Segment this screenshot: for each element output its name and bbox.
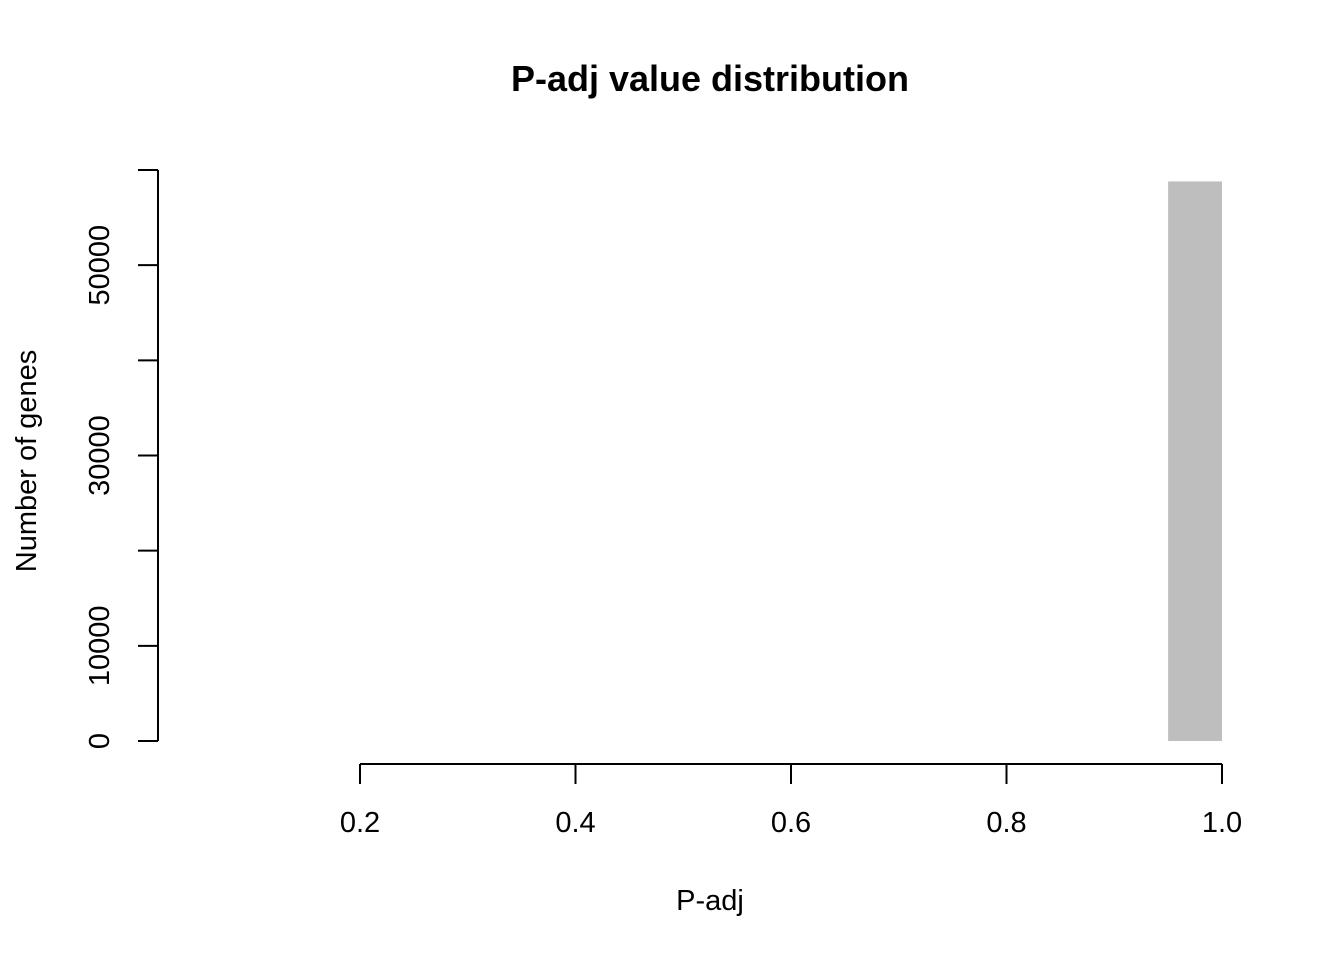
bars-group [1168, 181, 1222, 742]
x-tick-label-3: 0.8 [986, 807, 1026, 839]
x-axis: 0.2 0.4 0.6 0.8 1.0 [340, 763, 1242, 839]
x-tick-label-4: 1.0 [1202, 807, 1242, 839]
x-tick-label-0: 0.2 [340, 807, 380, 839]
y-tick-label-0: 0 [84, 733, 116, 749]
chart-title: P-adj value distribution [511, 58, 909, 99]
x-axis-label: P-adj [676, 885, 744, 917]
x-tick-label-2: 0.6 [771, 807, 811, 839]
y-axis: 0 10000 30000 50000 [84, 169, 159, 749]
y-tick-label-5: 50000 [84, 225, 116, 306]
histogram-bar-0 [1168, 181, 1222, 742]
y-tick-label-1: 10000 [84, 606, 116, 687]
x-tick-label-1: 0.4 [555, 807, 595, 839]
y-axis-label: Number of genes [11, 350, 43, 572]
y-tick-label-3: 30000 [84, 415, 116, 496]
